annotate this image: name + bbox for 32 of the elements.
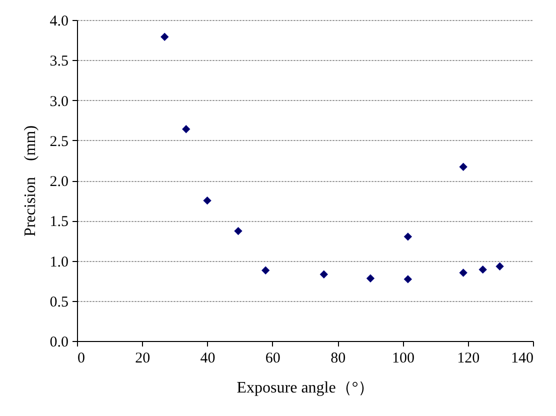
point: [366, 274, 374, 282]
point: [404, 275, 412, 284]
x-tick-label: 60: [265, 350, 280, 366]
point: [320, 270, 328, 278]
x-tick-label: 0: [78, 350, 85, 366]
x-axis-title: Exposure angle（°）: [236, 380, 374, 396]
y-tick-label: 3.0: [50, 94, 68, 110]
y-tick-label: 3.5: [50, 54, 68, 70]
x-tick-label: 20: [135, 350, 150, 366]
point: [234, 227, 242, 235]
x-tick-label: 120: [457, 350, 480, 366]
point: [160, 32, 169, 41]
x-tick-label: 40: [200, 350, 216, 366]
point: [459, 162, 468, 171]
y-axis-title: Precision (mm): [22, 125, 39, 237]
x-tick-label: 80: [330, 350, 346, 366]
point: [262, 266, 270, 274]
y-tick-label: 1.0: [50, 254, 68, 270]
y-tick-label: 0.5: [50, 294, 68, 310]
point: [203, 196, 212, 204]
y-tick-label: 4.0: [50, 14, 68, 30]
y-tick-label: 1.5: [50, 214, 68, 230]
point: [182, 125, 190, 134]
y-tick-label: 2.0: [50, 174, 68, 190]
y-tick-label: 2.5: [50, 134, 68, 150]
point: [459, 268, 468, 277]
y-tick-label: 0.0: [50, 334, 68, 350]
point: [478, 266, 487, 274]
point: [404, 232, 412, 241]
point: [496, 262, 504, 270]
x-tick-label: 100: [392, 350, 414, 366]
x-tick-label: 140: [511, 350, 534, 366]
